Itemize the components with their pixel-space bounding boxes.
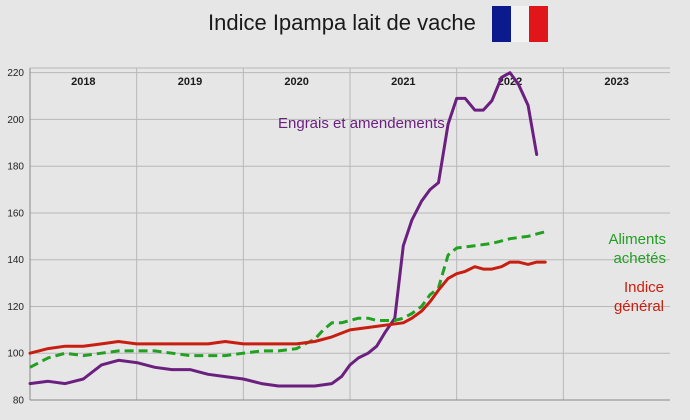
series-line-2 bbox=[28, 260, 547, 355]
annotation-0: Engrais et amendements bbox=[278, 115, 445, 132]
french-flag-icon bbox=[492, 6, 549, 42]
axes bbox=[29, 67, 670, 401]
year-label: 2023 bbox=[604, 76, 628, 88]
year-label: 2019 bbox=[178, 76, 202, 88]
flag-stripe-blue bbox=[492, 6, 511, 42]
y-tick-label: 140 bbox=[7, 255, 24, 266]
year-label: 2020 bbox=[284, 76, 308, 88]
chart-title: Indice Ipampa lait de vache bbox=[208, 10, 476, 35]
grid bbox=[30, 68, 670, 401]
y-tick-label: 200 bbox=[7, 115, 24, 126]
year-labels: 2018 2019 2020 2021 2022 2023 bbox=[71, 76, 629, 88]
series-line-0 bbox=[28, 71, 539, 388]
annotations: Engrais et amendements Aliments achetés Ind… bbox=[278, 115, 666, 315]
y-tick-label: 220 bbox=[7, 68, 24, 79]
y-tick-label: 120 bbox=[7, 302, 24, 313]
y-tick-label: 180 bbox=[7, 162, 24, 173]
y-tick-label: 100 bbox=[7, 349, 24, 360]
y-tick-label: 160 bbox=[7, 208, 24, 219]
flag-stripe-red bbox=[529, 6, 549, 42]
flag-stripe-white bbox=[510, 6, 530, 42]
y-tick-labels: 80 100 120 140 160 180 200 220 bbox=[7, 68, 24, 406]
series-lines bbox=[28, 71, 547, 388]
annotation-2: Indice général bbox=[614, 279, 664, 315]
series-line-1 bbox=[29, 230, 546, 369]
year-label: 2018 bbox=[71, 76, 95, 88]
year-label: 2021 bbox=[391, 76, 415, 88]
y-tick-label: 80 bbox=[13, 396, 25, 407]
annotation-1: Aliments achetés bbox=[608, 231, 666, 267]
